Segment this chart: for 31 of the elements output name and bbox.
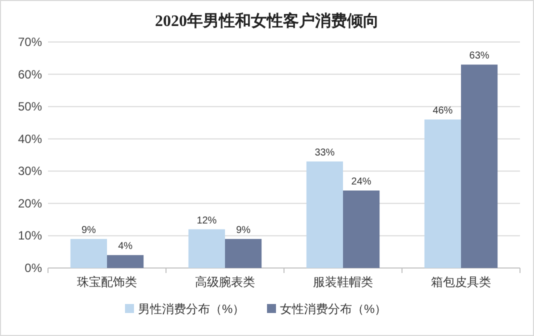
y-tick-label: 40% (18, 132, 42, 146)
bar (306, 161, 343, 268)
bar (188, 229, 225, 268)
data-label: 4% (118, 241, 133, 252)
y-tick-label: 20% (18, 196, 42, 210)
bar (343, 190, 380, 268)
x-tick-label: 珠宝配饰类 (77, 275, 137, 289)
data-label: 9% (236, 224, 251, 236)
x-tick-label: 高级腕表类 (195, 275, 255, 289)
y-tick-label: 50% (18, 100, 42, 114)
x-tick-label: 箱包皮具类 (431, 275, 491, 289)
data-label: 9% (81, 224, 96, 236)
data-label: 33% (314, 147, 335, 158)
y-tick-label: 70% (18, 35, 42, 49)
x-tick-label: 服装鞋帽类 (313, 275, 373, 289)
data-label: 24% (351, 176, 372, 188)
y-tick-label: 30% (18, 164, 42, 178)
data-label: 63% (469, 50, 490, 62)
bar (424, 119, 461, 268)
bar (70, 238, 107, 268)
y-tick-label: 0% (24, 261, 42, 275)
bar (461, 64, 498, 268)
legend-label: 男性消费分布（%） (138, 302, 245, 316)
data-label: 46% (432, 105, 453, 116)
bar (107, 255, 144, 268)
data-label: 12% (196, 215, 217, 226)
chart-title: 2020年男性和女性客户消费倾向 (155, 11, 379, 30)
y-tick-label: 10% (18, 228, 42, 243)
y-tick-label: 60% (18, 67, 42, 82)
legend-label: 女性消费分布（%） (280, 302, 387, 316)
bar (225, 238, 262, 268)
